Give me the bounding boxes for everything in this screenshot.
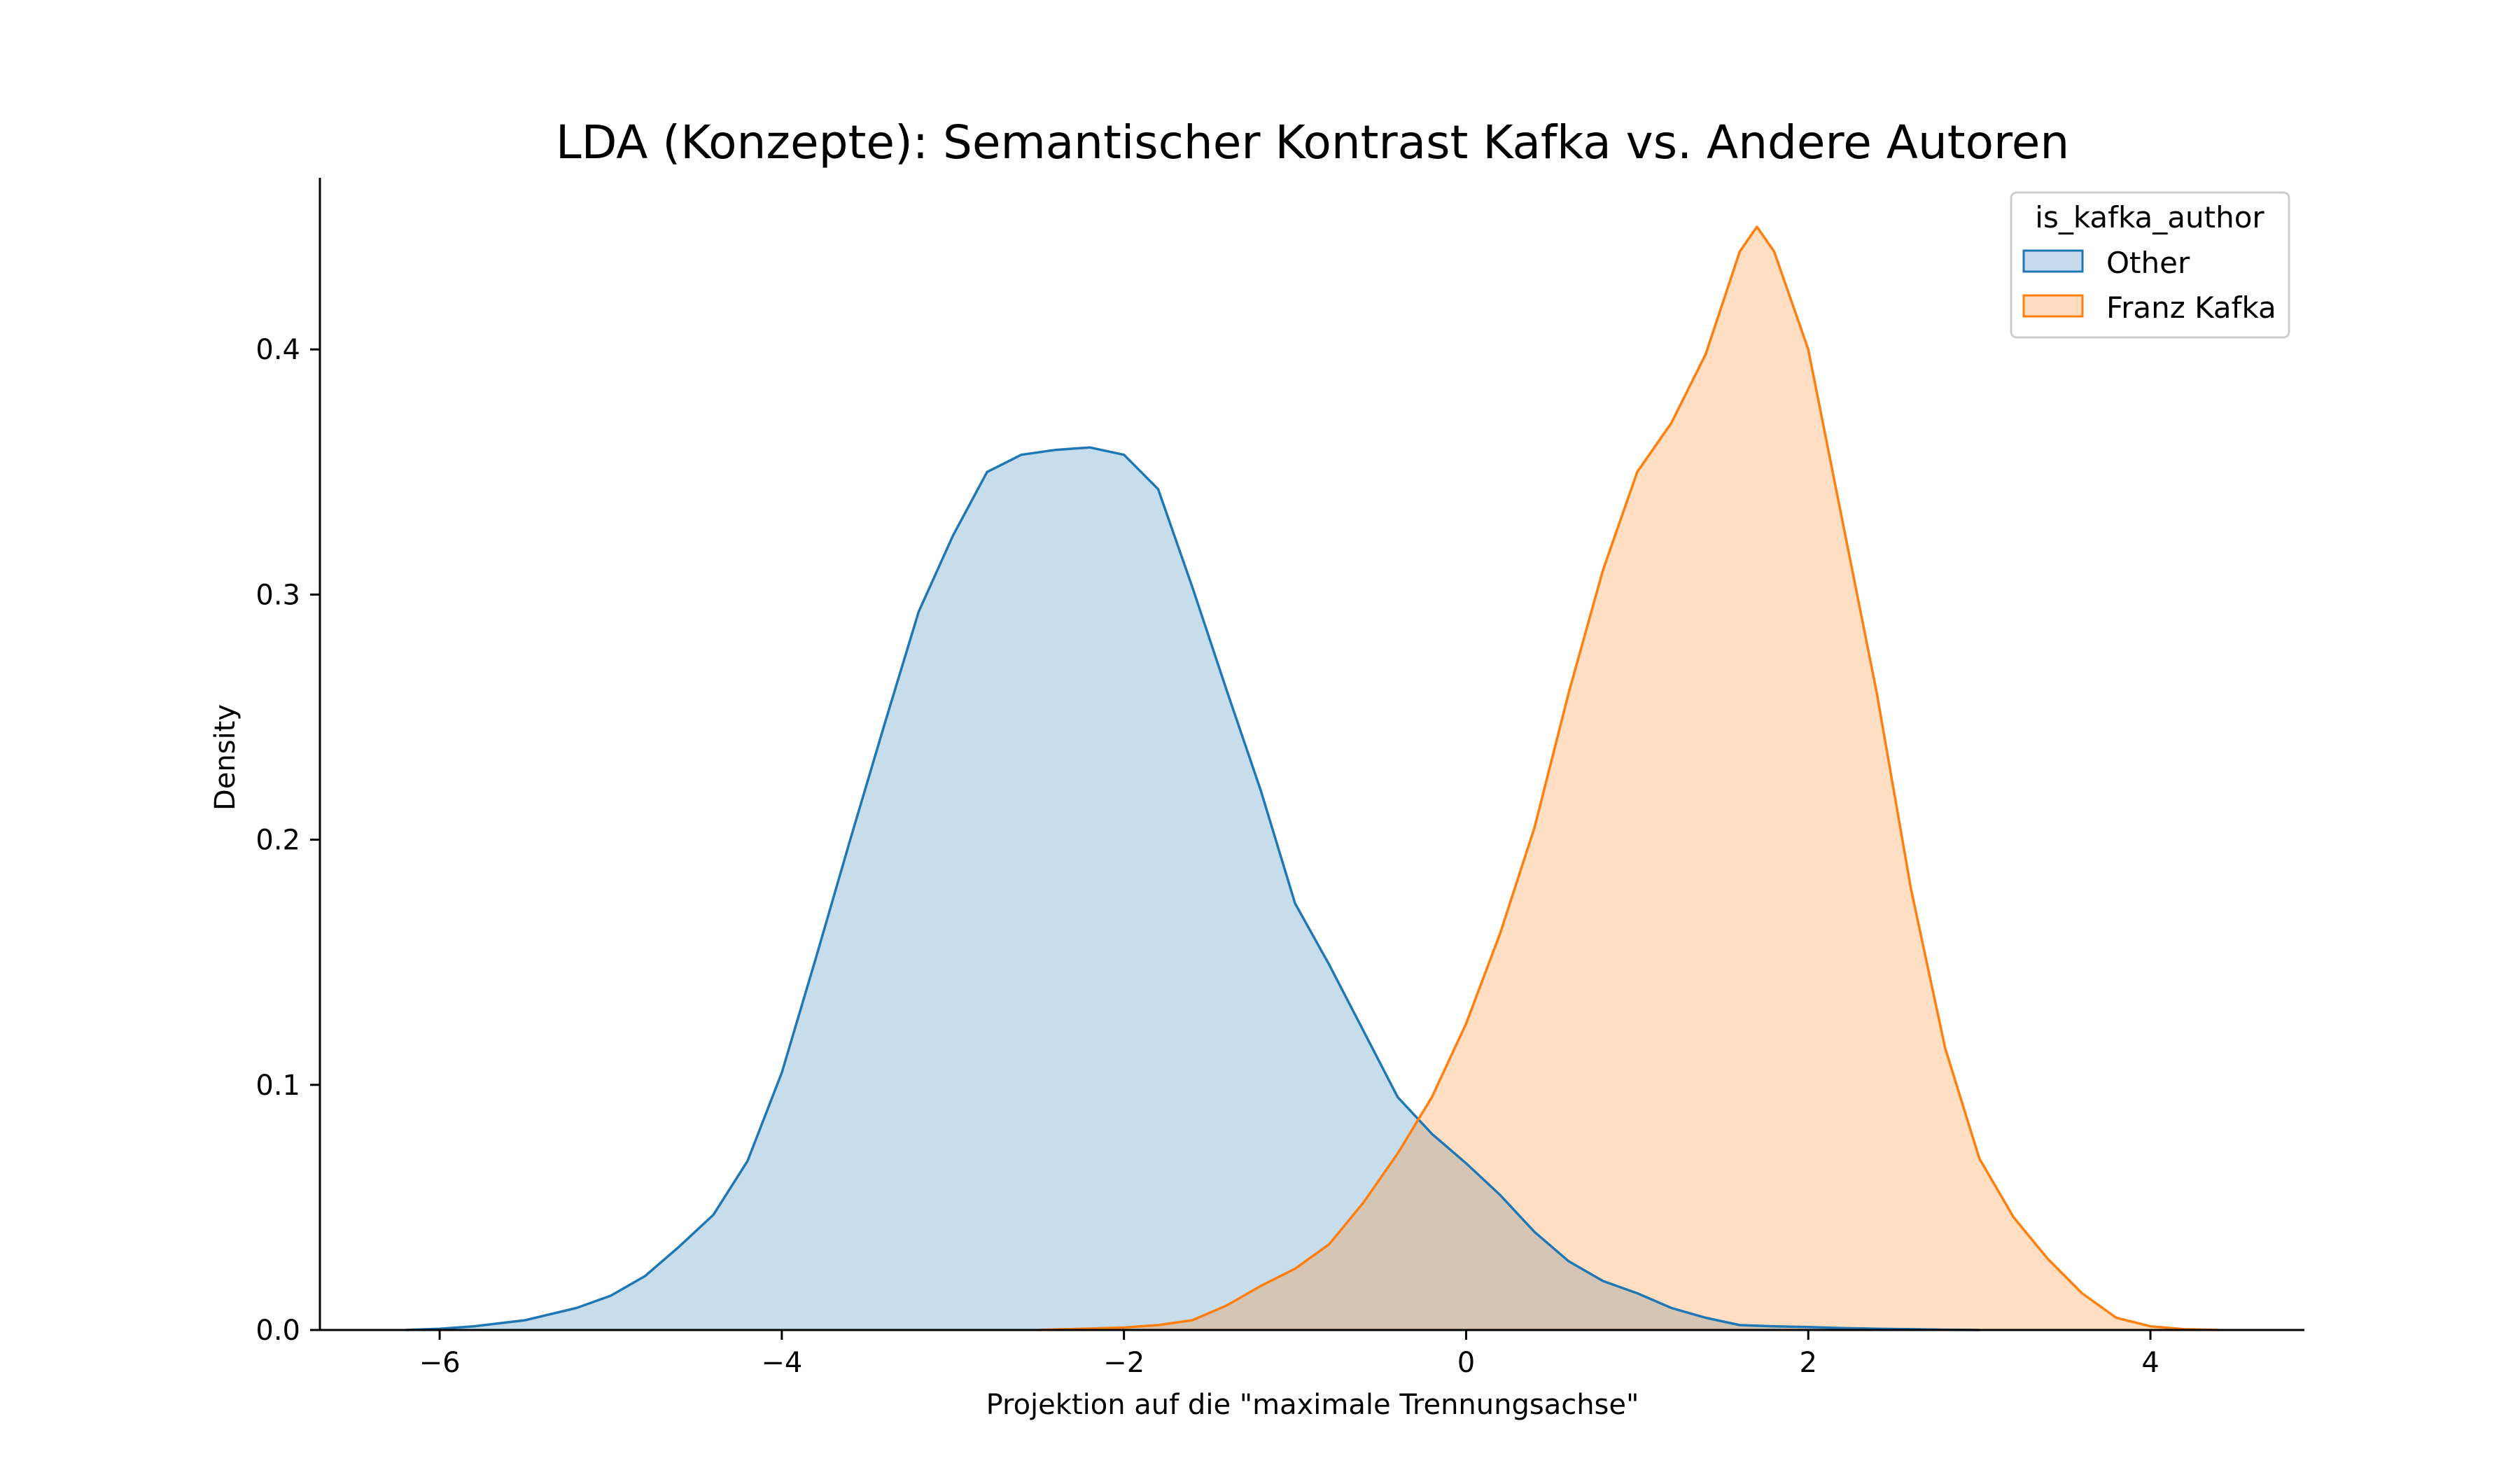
x-axis-label: Projektion auf die "maximale Trennungsac… bbox=[986, 1389, 1639, 1421]
x-tick-label: 0 bbox=[1457, 1347, 1475, 1379]
chart-title: LDA (Konzepte): Semantischer Kontrast Ka… bbox=[556, 115, 2069, 169]
y-tick-label: 0.4 bbox=[255, 334, 300, 366]
x-tick-label: −4 bbox=[761, 1347, 802, 1379]
density-line-other bbox=[405, 446, 1980, 1331]
y-axis-label: Density bbox=[209, 704, 241, 811]
legend-title: is_kafka_author bbox=[2035, 200, 2264, 234]
legend-label-other: Other bbox=[2106, 246, 2190, 280]
legend-swatch-other bbox=[2022, 249, 2084, 273]
y-tick-label: 0.3 bbox=[255, 579, 300, 611]
x-tick-label: −2 bbox=[1103, 1347, 1144, 1379]
x-axis-ticks: −6 −4 −2 0 2 4 bbox=[419, 1330, 2160, 1379]
x-tick-label: 4 bbox=[2141, 1347, 2159, 1379]
legend-label-kafka: Franz Kafka bbox=[2106, 290, 2276, 325]
x-tick-label: −6 bbox=[419, 1347, 461, 1379]
density-line-franz-kafka bbox=[1038, 225, 2219, 1331]
plot-area bbox=[405, 225, 2219, 1331]
y-tick-label: 0.0 bbox=[255, 1315, 300, 1347]
density-area-other bbox=[405, 447, 1980, 1331]
legend: is_kafka_author Other Franz Kafka bbox=[2010, 191, 2290, 339]
y-tick-label: 0.1 bbox=[255, 1070, 300, 1102]
density-area-franz-kafka bbox=[1038, 227, 2219, 1330]
legend-swatch-kafka bbox=[2022, 294, 2084, 318]
x-tick-label: 2 bbox=[1800, 1347, 1817, 1379]
y-axis-ticks: 0.0 0.1 0.2 0.3 0.4 bbox=[255, 334, 320, 1347]
y-tick-label: 0.2 bbox=[255, 825, 300, 857]
